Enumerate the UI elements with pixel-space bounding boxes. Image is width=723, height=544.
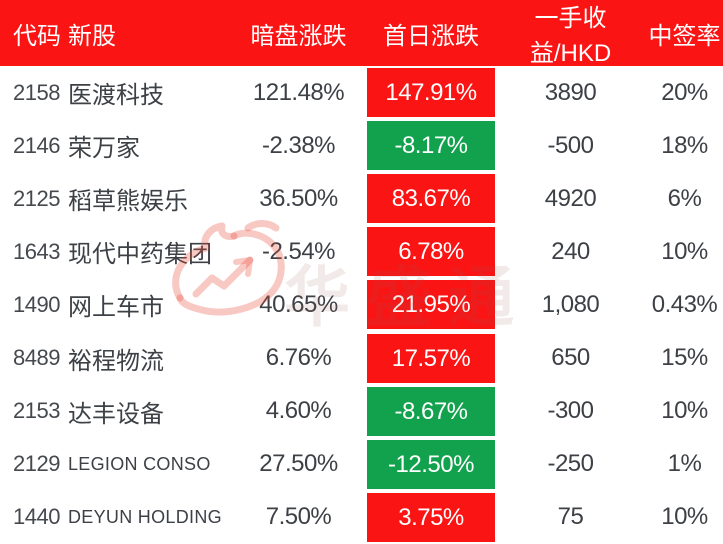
table-row[interactable]: 2158 医渡科技 121.48% 147.91% 3890 20%	[0, 66, 723, 119]
stock-name: LEGION CONSO	[68, 453, 211, 474]
stock-name: 裕程物流	[68, 347, 164, 375]
lot-profit-hkd: 4920	[544, 184, 597, 212]
lot-profit-hkd: -300	[547, 397, 594, 425]
stock-code: 2153	[13, 398, 60, 424]
first-day-change-badge-down: -8.67%	[367, 386, 495, 436]
dark-market-change: -2.38%	[261, 131, 336, 159]
dark-market-change: 6.76%	[265, 344, 332, 372]
dark-market-change: 36.50%	[259, 184, 338, 212]
dark-market-change: -2.54%	[261, 237, 336, 265]
lot-profit-hkd: 3890	[544, 78, 597, 106]
stock-code: 2125	[13, 185, 60, 211]
stock-name: 医渡科技	[68, 82, 164, 110]
first-day-change-cell: 21.95%	[367, 278, 495, 331]
first-day-change-badge-up: 17.57%	[367, 333, 495, 383]
lot-profit-hkd: 650	[551, 344, 590, 372]
first-day-change-badge-up: 83.67%	[367, 174, 495, 224]
first-day-change-badge-down: -12.50%	[367, 439, 495, 489]
lot-profit-hkd: 1,080	[541, 290, 600, 318]
dark-market-change: 121.48%	[252, 78, 345, 106]
lot-profit-hkd: -500	[547, 131, 594, 159]
first-day-change-cell: -12.50%	[367, 438, 495, 491]
first-day-change-badge-down: -8.17%	[367, 121, 495, 171]
stock-code: 8489	[13, 345, 60, 371]
stock-code: 2158	[13, 79, 60, 105]
first-day-change-badge-up: 21.95%	[367, 280, 495, 330]
allotment-rate: 10%	[661, 237, 708, 265]
lot-profit-hkd: 240	[551, 237, 590, 265]
first-day-change-cell: 3.75%	[367, 491, 495, 544]
first-day-change-badge-up: 3.75%	[367, 492, 495, 542]
dark-market-change: 4.60%	[265, 397, 332, 425]
allotment-rate: 18%	[661, 131, 708, 159]
table-body: 2158 医渡科技 121.48% 147.91% 3890 20% 2146 荣万家 -2.3…	[0, 66, 723, 544]
header-new-stock: 新股	[68, 22, 116, 50]
allotment-rate: 1%	[667, 450, 702, 478]
allotment-rate: 0.43%	[651, 290, 718, 318]
first-day-change-cell: -8.17%	[367, 119, 495, 172]
dark-market-change: 40.65%	[259, 290, 338, 318]
table-row[interactable]: 1643 现代中药集团 -2.54% 6.78% 240 10%	[0, 225, 723, 278]
stock-name: 稻草熊娱乐	[68, 188, 188, 216]
first-day-change-cell: -8.67%	[367, 385, 495, 438]
allotment-rate: 20%	[661, 78, 708, 106]
header-win-rate: 中签率	[648, 22, 721, 50]
stock-code: 2129	[13, 451, 60, 477]
stock-code: 1490	[13, 291, 60, 317]
dark-market-change: 27.50%	[259, 450, 338, 478]
first-day-change-cell: 83.67%	[367, 172, 495, 225]
stock-name: DEYUN HOLDING	[68, 506, 222, 527]
allotment-rate: 15%	[661, 344, 708, 372]
table-row[interactable]: 8489 裕程物流 6.76% 17.57% 650 15%	[0, 331, 723, 384]
table-row[interactable]: 2146 荣万家 -2.38% -8.17% -500 18%	[0, 119, 723, 172]
stock-code: 2146	[13, 132, 60, 158]
table-row[interactable]: 1490 网上车市 40.65% 21.95% 1,080 0.43%	[0, 278, 723, 331]
stock-name: 荣万家	[68, 135, 140, 163]
first-day-change-badge-up: 6.78%	[367, 227, 495, 277]
stock-code: 1440	[13, 504, 60, 530]
allotment-rate: 10%	[661, 397, 708, 425]
stock-name: 现代中药集团	[68, 241, 212, 269]
header-code: 代码	[13, 22, 61, 50]
table-row[interactable]: 2129 LEGION CONSO 27.50% -12.50% -250 1%	[0, 438, 723, 491]
allotment-rate: 6%	[667, 184, 702, 212]
first-day-change-cell: 6.78%	[367, 225, 495, 278]
first-day-change-cell: 147.91%	[367, 66, 495, 119]
stock-code: 1643	[13, 238, 60, 264]
dark-market-change: 7.50%	[265, 503, 332, 531]
table-row[interactable]: 1440 DEYUN HOLDING 7.50% 3.75% 75 10%	[0, 491, 723, 544]
first-day-change-cell: 17.57%	[367, 332, 495, 385]
allotment-rate: 10%	[661, 503, 708, 531]
first-day-change-badge-up: 147.91%	[367, 68, 495, 118]
stock-name: 达丰设备	[68, 400, 164, 428]
table-header: 代码 新股 暗盘涨跌 首日涨跌 一手收益/HKD 中签率	[0, 0, 723, 67]
lot-profit-hkd: 75	[557, 503, 584, 531]
header-lot-profit: 一手收益/HKD	[529, 5, 612, 67]
table-row[interactable]: 2153 达丰设备 4.60% -8.67% -300 10%	[0, 385, 723, 438]
lot-profit-hkd: -250	[547, 450, 594, 478]
stock-name: 网上车市	[68, 294, 164, 322]
header-first-day: 首日涨跌	[383, 22, 479, 50]
header-dark-change: 暗盘涨跌	[250, 22, 347, 50]
table-row[interactable]: 2125 稻草熊娱乐 36.50% 83.67% 4920 6%	[0, 172, 723, 225]
